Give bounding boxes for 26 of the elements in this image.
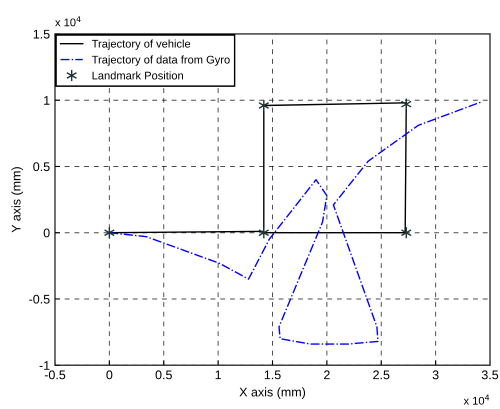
y-tick-label: -1 (40, 361, 50, 370)
point (258, 99, 270, 112)
legend-label: Trajectory of vehicle (92, 40, 190, 50)
y-tick-label: 1 (44, 96, 50, 105)
legend-label: Landmark Position (92, 71, 183, 80)
x-tick-label: 0 (106, 370, 112, 380)
x-tick-label: 3 (432, 370, 439, 380)
y-tick-label: 0 (44, 228, 50, 238)
x-tick-label: 0.5 (156, 370, 172, 380)
point (258, 226, 270, 239)
point (400, 98, 412, 110)
y-tick-label: -0.5 (29, 294, 50, 304)
y-tick-label: 0.5 (33, 162, 50, 172)
x-tick-label: 3.5 (482, 370, 498, 380)
legend-label: Trajectory of data from Gyro (92, 55, 230, 66)
point (400, 226, 412, 239)
x-tick-label: 2.5 (373, 370, 390, 380)
y-axis-title: Y axis (mm) (11, 167, 24, 233)
y-tick-label: 1.5 (34, 30, 50, 39)
x-tick-label: 1.5 (264, 370, 281, 380)
x-tick-label: 1 (216, 370, 221, 380)
x-tick-label: 2 (324, 370, 330, 380)
x-axis-title: X axis (mm) (239, 387, 306, 399)
text: x 10$^{4}$ (55, 16, 81, 26)
text: x 10$^{4}$ (464, 394, 490, 405)
point (104, 226, 115, 239)
